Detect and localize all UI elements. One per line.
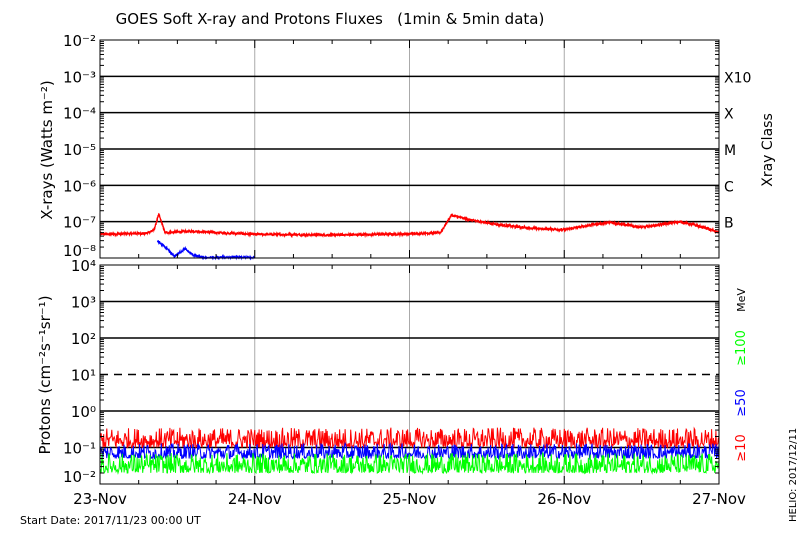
credit: HELIO: 2017/12/11 <box>788 428 799 522</box>
proton-series <box>99 426 719 475</box>
y-tick-label: 10⁻¹ <box>63 440 96 458</box>
y-tick-label: 10⁻⁵ <box>63 141 96 159</box>
proton-ylabel: Protons (cm⁻²s⁻¹sr⁻¹) <box>36 295 54 454</box>
y-tick-label: 10² <box>71 330 96 348</box>
xray-series-line <box>156 240 256 261</box>
y-tick-label: 10³ <box>71 294 96 312</box>
proton-grid <box>100 265 719 484</box>
y-tick-label: 10¹ <box>71 367 96 385</box>
xray-class-x10: X10 <box>724 70 751 86</box>
xray-class-c: C <box>724 179 734 195</box>
y-tick-label: 10⁻² <box>63 32 96 50</box>
xray-class-m: M <box>724 143 736 159</box>
proton-series-line <box>99 426 719 450</box>
xray-grid <box>100 40 719 258</box>
xray-class-b: B <box>724 216 734 232</box>
y-tick-label: 10⁻² <box>63 468 96 486</box>
axis-ticks: 23-Nov 24-Nov 25-Nov 26-Nov 27-Nov 10⁻² 10⁻³ 10… <box>63 32 751 508</box>
xray-class-x: X <box>724 107 734 123</box>
y-tick-label: 10⁰ <box>71 403 96 421</box>
y-tick-label: 10⁴ <box>71 257 96 275</box>
y-tick-label: 10⁻⁸ <box>63 242 96 260</box>
xray-series-line <box>99 212 720 239</box>
y-tick-label: 10⁻⁷ <box>63 214 96 232</box>
xray-ylabel: X-rays (Watts m⁻²) <box>38 80 56 219</box>
legend-50mev: ≥50 <box>734 389 749 416</box>
proton-series-line <box>99 452 719 475</box>
y-tick-label: 10⁻⁶ <box>63 177 96 195</box>
x-tick-label: 25-Nov <box>383 490 437 508</box>
x-tick-label: 24-Nov <box>228 490 282 508</box>
legend-10mev: ≥10 <box>734 434 749 461</box>
chart-title: GOES Soft X-ray and Protons Fluxes (1min… <box>116 10 545 28</box>
mev-label: MeV <box>735 288 748 312</box>
xray-class-label: Xray Class <box>760 113 776 187</box>
legend-100mev: ≥100 <box>734 330 749 366</box>
y-tick-label: 10⁻⁴ <box>63 105 96 123</box>
start-date: Start Date: 2017/11/23 00:00 UT <box>20 514 201 527</box>
x-tick-label: 26-Nov <box>537 490 591 508</box>
x-tick-label: 23-Nov <box>73 490 127 508</box>
x-tick-label: 27-Nov <box>692 490 746 508</box>
y-tick-label: 10⁻³ <box>63 68 96 86</box>
